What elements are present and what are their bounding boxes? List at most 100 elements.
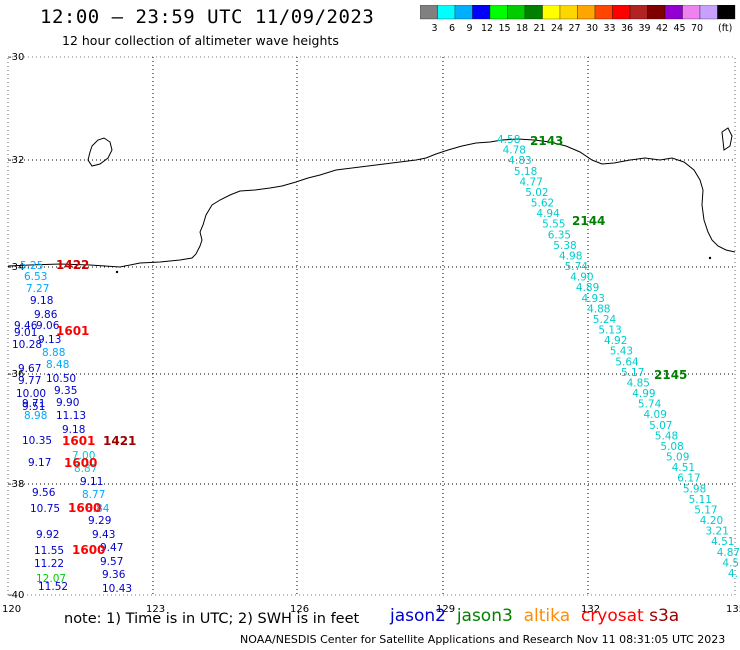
- wave-height-value: 4.87: [717, 547, 740, 559]
- wave-height-value: 9.67: [18, 363, 41, 375]
- wave-height-value: 5.98: [683, 483, 706, 495]
- islet: [115, 270, 119, 274]
- wave-height-value: 5.64: [615, 356, 639, 368]
- lat-label: -36: [8, 369, 24, 380]
- color-swatch: [420, 5, 438, 20]
- wave-height-value: 10.75: [30, 503, 60, 515]
- wave-height-value: 11.55: [34, 545, 64, 557]
- color-scale-label: 21: [533, 23, 545, 34]
- wave-height-value: 9.29: [88, 515, 111, 527]
- wave-height-value: 8.88: [42, 347, 65, 359]
- source-jason3: jason3: [456, 606, 513, 626]
- wave-height-value: 8.48: [46, 359, 69, 371]
- wave-height-value: 5.48: [655, 430, 678, 442]
- color-scale-label: 36: [621, 23, 633, 34]
- wave-height-value: 9.35: [54, 385, 77, 397]
- time-label: 1601: [62, 434, 95, 448]
- wave-height-value: 7.00: [72, 450, 95, 462]
- lat-label: -38: [8, 479, 24, 490]
- source-cryosat: cryosat: [580, 606, 644, 626]
- wave-height-value: 5.17: [694, 505, 717, 517]
- time-label: 1600: [68, 501, 101, 515]
- wave-height-value: 4.92: [604, 335, 627, 347]
- wave-height-value: 9.90: [56, 397, 79, 409]
- color-scale-label: 15: [498, 23, 510, 34]
- lat-label: -30: [8, 52, 24, 63]
- wave-height-value: 9.47: [100, 542, 123, 554]
- color-scale-label: 42: [656, 23, 668, 34]
- wave-height-value: 8.84: [86, 503, 110, 515]
- wave-height-value: 4.: [728, 568, 738, 580]
- color-scale-unit: (ft): [718, 23, 732, 34]
- wave-height-value: 9.46: [14, 320, 38, 332]
- lat-label: -32: [8, 155, 24, 166]
- source-s3a: s3a: [649, 606, 680, 626]
- color-scale-label: 18: [516, 23, 528, 34]
- color-scale-label: 70: [691, 23, 703, 34]
- lon-label: 123: [146, 604, 165, 615]
- wave-height-value: 4.85: [627, 378, 650, 390]
- color-scale-label: 6: [449, 23, 455, 34]
- wave-height-value: 5.24: [593, 314, 617, 326]
- wave-height-value: 8.98: [24, 410, 47, 422]
- wave-height-value: 11.52: [38, 581, 68, 593]
- time-label: 1600: [64, 456, 97, 470]
- wave-height-value: 9.86: [34, 309, 58, 321]
- time-label: 1600: [72, 543, 105, 557]
- lon-label: 126: [290, 604, 309, 615]
- color-scale-label: 45: [673, 23, 685, 34]
- source-altika: altika: [523, 606, 571, 626]
- wave-height-value: 5.13: [598, 325, 621, 337]
- wave-height-value: 9.17: [28, 457, 51, 469]
- wave-height-value: 9.43: [92, 529, 115, 541]
- wave-height-value: 10.50: [46, 373, 76, 385]
- wave-height-value: 4.88: [587, 303, 610, 315]
- wave-height-value: 9.92: [36, 529, 59, 541]
- wave-height-value: 10.00: [16, 388, 46, 400]
- color-scale-label: 3: [431, 23, 437, 34]
- wave-height-value: 4.94: [536, 208, 560, 220]
- footer-note: note: 1) Time is in UTC; 2) SWH is in fe…: [64, 611, 360, 627]
- wave-height-value: 5.43: [610, 346, 633, 358]
- wave-height-value: 4.99: [632, 388, 655, 400]
- color-swatch: [489, 5, 508, 20]
- color-swatch: [699, 5, 718, 20]
- wave-height-value: 4.89: [576, 282, 599, 294]
- time-label: 1422: [56, 258, 89, 272]
- lon-label: 129: [436, 604, 455, 615]
- wave-height-value: 5.74: [565, 261, 589, 273]
- wave-height-value: 5.55: [542, 219, 565, 231]
- wave-height-value: 5.11: [689, 494, 712, 506]
- wave-height-value: 12.07: [36, 573, 66, 585]
- wave-height-value: 5.74: [638, 399, 662, 411]
- wave-height-value: 8.87: [74, 463, 97, 475]
- wave-height-value: 10.35: [22, 435, 52, 447]
- wave-height-value: 9.01: [14, 327, 37, 339]
- graticule: [8, 57, 735, 595]
- wave-height-value: 5.02: [525, 187, 548, 199]
- color-scale-label: 27: [568, 23, 580, 34]
- island-east: [721, 127, 733, 151]
- wave-height-value: 9.11: [80, 476, 103, 488]
- time-label: 2145: [654, 368, 687, 382]
- wave-height-value: 9.77: [18, 375, 41, 387]
- color-scale-label: 39: [638, 23, 650, 34]
- lat-label: -40: [8, 590, 24, 601]
- time-label: 2143: [530, 134, 563, 148]
- wave-height-value: 6.35: [548, 229, 571, 241]
- satellite-legend: jason2 jason3 altika cryosat s3a: [390, 606, 679, 626]
- east-track: 4.584.784.835.184.775.025.624.945.556.35…: [497, 134, 740, 580]
- color-swatch: [524, 5, 543, 20]
- lon-label: 135: [726, 604, 740, 615]
- wave-height-value: 9.18: [30, 295, 53, 307]
- source-jason2: jason2: [390, 606, 446, 626]
- wave-height-value: 5.07: [649, 420, 672, 432]
- wave-height-value: 4.51: [711, 536, 734, 548]
- color-swatch: [629, 5, 648, 20]
- wave-height-value: 6.17: [677, 473, 700, 485]
- wave-height-value: 9.06: [36, 320, 60, 332]
- wave-height-value: 4.93: [582, 293, 605, 305]
- lon-label: 132: [581, 604, 600, 615]
